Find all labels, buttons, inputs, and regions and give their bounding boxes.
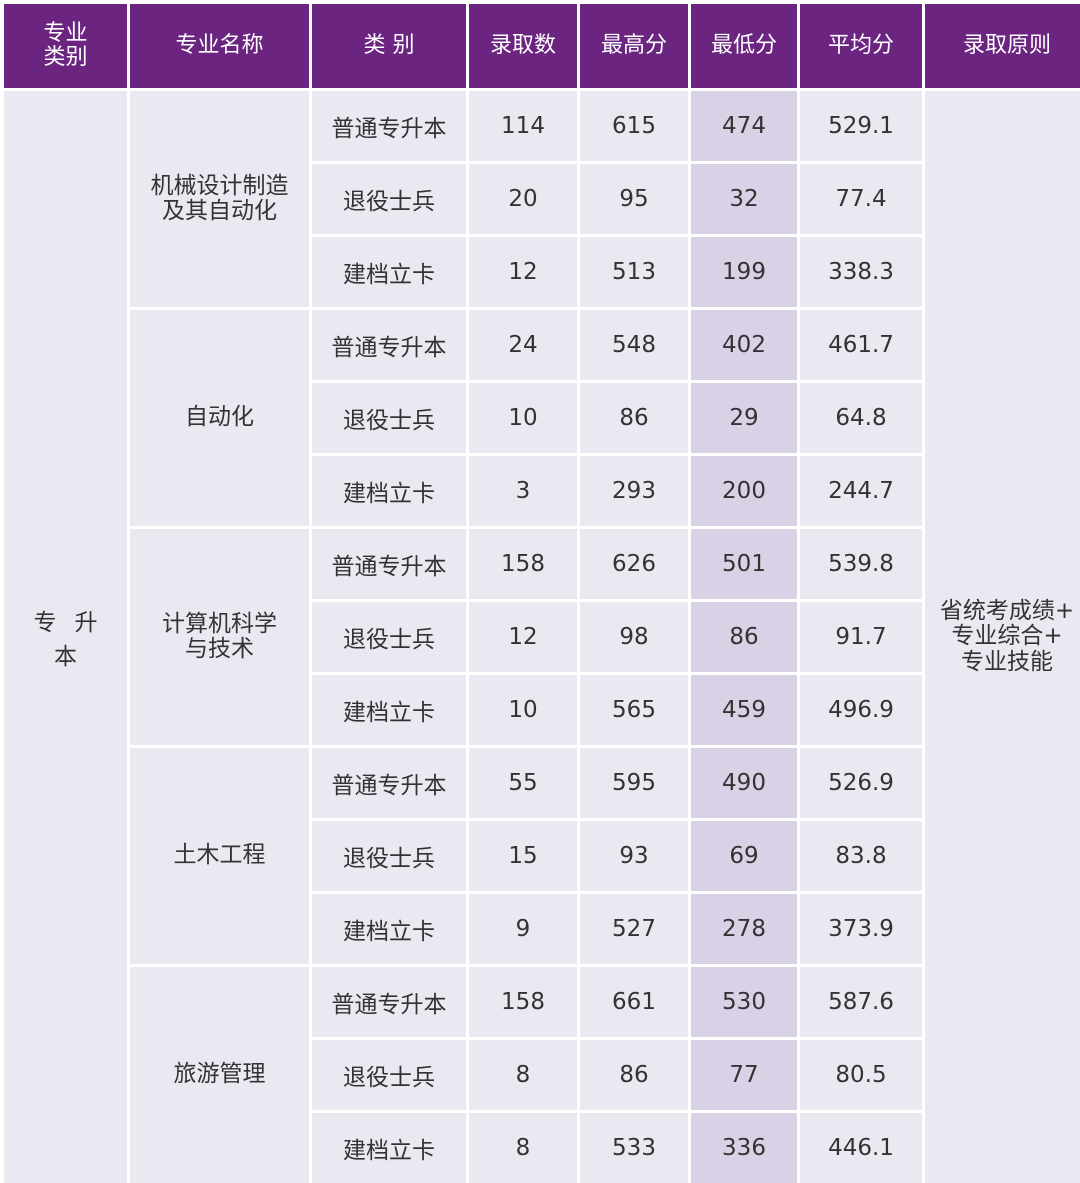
admitted-cell: 114: [469, 91, 577, 161]
type-cell: 退役士兵: [312, 602, 466, 672]
type-cell: 普通专升本: [312, 310, 466, 380]
min-score-cell: 86: [691, 602, 797, 672]
min-score-cell: 77: [691, 1040, 797, 1110]
type-cell: 退役士兵: [312, 383, 466, 453]
principle-cell: 省统考成绩+ 专业综合+ 专业技能: [925, 91, 1080, 1183]
avg-score-cell: 539.8: [800, 529, 922, 599]
min-score-cell: 199: [691, 237, 797, 307]
min-score-cell: 530: [691, 967, 797, 1037]
type-cell: 退役士兵: [312, 164, 466, 234]
admitted-cell: 15: [469, 821, 577, 891]
admitted-cell: 10: [469, 675, 577, 745]
major-name-cell: 旅游管理: [130, 967, 309, 1183]
avg-score-cell: 338.3: [800, 237, 922, 307]
min-score-cell: 474: [691, 91, 797, 161]
admitted-cell: 12: [469, 602, 577, 672]
min-score-cell: 402: [691, 310, 797, 380]
min-score-cell: 490: [691, 748, 797, 818]
max-score-cell: 661: [580, 967, 688, 1037]
min-score-cell: 69: [691, 821, 797, 891]
header-max-score: 最高分: [580, 4, 688, 88]
avg-score-cell: 526.9: [800, 748, 922, 818]
avg-score-cell: 529.1: [800, 91, 922, 161]
max-score-cell: 626: [580, 529, 688, 599]
max-score-cell: 98: [580, 602, 688, 672]
major-name-cell: 机械设计制造 及其自动化: [130, 91, 309, 307]
category-cell: 专升本: [4, 91, 127, 1183]
max-score-cell: 533: [580, 1113, 688, 1183]
type-cell: 退役士兵: [312, 1040, 466, 1110]
admission-table: 专业 类别 专业名称 类 别 录取数 最高分 最低分 平均分 录取原则 专升本 …: [4, 4, 1080, 1183]
min-score-cell: 32: [691, 164, 797, 234]
avg-score-cell: 91.7: [800, 602, 922, 672]
avg-score-cell: 244.7: [800, 456, 922, 526]
type-cell: 普通专升本: [312, 529, 466, 599]
header-min-score: 最低分: [691, 4, 797, 88]
type-cell: 普通专升本: [312, 748, 466, 818]
header-category: 专业 类别: [4, 4, 127, 88]
min-score-cell: 459: [691, 675, 797, 745]
admitted-cell: 20: [469, 164, 577, 234]
max-score-cell: 565: [580, 675, 688, 745]
type-cell: 普通专升本: [312, 967, 466, 1037]
avg-score-cell: 496.9: [800, 675, 922, 745]
max-score-cell: 615: [580, 91, 688, 161]
header-admitted: 录取数: [469, 4, 577, 88]
admitted-cell: 12: [469, 237, 577, 307]
min-score-cell: 336: [691, 1113, 797, 1183]
avg-score-cell: 64.8: [800, 383, 922, 453]
max-score-cell: 548: [580, 310, 688, 380]
type-cell: 退役士兵: [312, 821, 466, 891]
avg-score-cell: 83.8: [800, 821, 922, 891]
type-cell: 建档立卡: [312, 894, 466, 964]
type-cell: 建档立卡: [312, 237, 466, 307]
type-cell: 建档立卡: [312, 1113, 466, 1183]
header-principle: 录取原则: [925, 4, 1080, 88]
major-name-cell: 土木工程: [130, 748, 309, 964]
avg-score-cell: 461.7: [800, 310, 922, 380]
admitted-cell: 10: [469, 383, 577, 453]
max-score-cell: 293: [580, 456, 688, 526]
max-score-cell: 93: [580, 821, 688, 891]
max-score-cell: 513: [580, 237, 688, 307]
avg-score-cell: 587.6: [800, 967, 922, 1037]
admitted-cell: 158: [469, 967, 577, 1037]
header-avg-score: 平均分: [800, 4, 922, 88]
admitted-cell: 9: [469, 894, 577, 964]
type-cell: 建档立卡: [312, 675, 466, 745]
avg-score-cell: 373.9: [800, 894, 922, 964]
header-type: 类 别: [312, 4, 466, 88]
max-score-cell: 86: [580, 1040, 688, 1110]
avg-score-cell: 446.1: [800, 1113, 922, 1183]
admitted-cell: 24: [469, 310, 577, 380]
major-name-cell: 自动化: [130, 310, 309, 526]
header-major-name: 专业名称: [130, 4, 309, 88]
max-score-cell: 595: [580, 748, 688, 818]
admitted-cell: 55: [469, 748, 577, 818]
min-score-cell: 29: [691, 383, 797, 453]
admitted-cell: 8: [469, 1040, 577, 1110]
max-score-cell: 95: [580, 164, 688, 234]
admitted-cell: 158: [469, 529, 577, 599]
min-score-cell: 501: [691, 529, 797, 599]
max-score-cell: 86: [580, 383, 688, 453]
avg-score-cell: 77.4: [800, 164, 922, 234]
major-name-cell: 计算机科学 与技术: [130, 529, 309, 745]
avg-score-cell: 80.5: [800, 1040, 922, 1110]
type-cell: 普通专升本: [312, 91, 466, 161]
max-score-cell: 527: [580, 894, 688, 964]
min-score-cell: 200: [691, 456, 797, 526]
min-score-cell: 278: [691, 894, 797, 964]
admitted-cell: 3: [469, 456, 577, 526]
admitted-cell: 8: [469, 1113, 577, 1183]
type-cell: 建档立卡: [312, 456, 466, 526]
